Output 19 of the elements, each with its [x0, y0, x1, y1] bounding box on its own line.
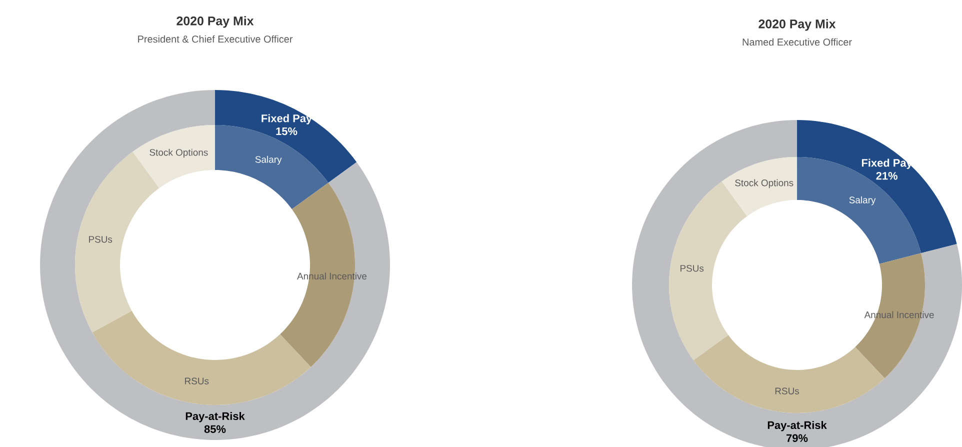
slice-label: PSUs [680, 264, 704, 272]
chart-subtitle: President & Chief Executive Officer [138, 35, 293, 43]
slice-label: PSUs [89, 236, 112, 243]
slice-label: Pay-at-Risk [768, 420, 827, 432]
slice-label: Fixed Pay [262, 114, 312, 124]
slice-label: Stock Options [150, 148, 208, 158]
slice-label: Stock Options [735, 179, 794, 188]
chart-title: 2020 Pay Mix [176, 16, 254, 28]
data-label: 15% [276, 127, 298, 136]
slice-label: RSUs [775, 388, 800, 394]
chart-title: 2020 Pay Mix [758, 19, 836, 31]
data-label: 79% [786, 434, 808, 442]
chart-subtitle: Named Executive Officer [742, 38, 852, 46]
slice-label: Salary [255, 156, 282, 165]
slice-label: RSUs [185, 378, 209, 384]
slice-label: Pay-at-Risk [186, 412, 245, 422]
data-label: 21% [876, 172, 898, 180]
data-label: 85% [204, 425, 226, 433]
slice-label: Salary [849, 196, 876, 206]
